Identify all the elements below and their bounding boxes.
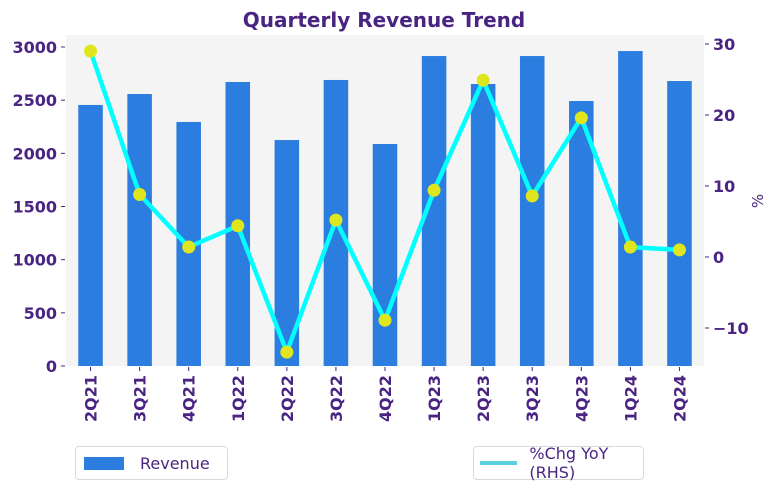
chart-title: Quarterly Revenue Trend	[243, 8, 525, 32]
legend-label-yoy: %Chg YoY (RHS)	[529, 444, 609, 482]
yoy-point-2Q24	[672, 243, 686, 257]
legend-bar-swatch	[84, 456, 124, 470]
legend-line-swatch	[480, 461, 518, 465]
x-tick-label: 1Q22	[229, 375, 248, 422]
x-tick-label: 1Q24	[621, 375, 640, 422]
yoy-point-3Q23	[525, 189, 539, 203]
yoy-point-3Q22	[329, 213, 343, 227]
left-tick-label: 2500	[12, 91, 57, 110]
legend-label-revenue: Revenue	[140, 453, 210, 473]
left-y-axis: 0 500 1000 1500 2000 2500 3000	[12, 38, 65, 376]
left-tick-label: 1000	[12, 251, 57, 270]
yoy-point-1Q23	[427, 183, 441, 197]
left-tick-label: 0	[46, 357, 57, 376]
bar-2Q23	[470, 84, 496, 366]
yoy-point-4Q22	[378, 313, 392, 327]
x-tick-label: 3Q22	[327, 375, 346, 422]
right-axis-label: %	[749, 194, 767, 208]
bar-1Q24	[618, 51, 643, 366]
bar-2Q21	[78, 104, 103, 367]
right-tick-label: 20	[713, 106, 735, 125]
right-y-axis: −10 0 10 20 30	[705, 35, 749, 338]
left-tick-label: 3000	[12, 38, 57, 57]
yoy-point-2Q22	[280, 345, 294, 359]
legend-yoy: %Chg YoY (RHS)	[473, 444, 644, 482]
x-tick-label: 4Q22	[376, 375, 395, 422]
left-tick-label: 1500	[12, 198, 57, 217]
x-axis: 2Q21 3Q21 4Q21 1Q22 2Q22 3Q22 4Q22 1Q23 2Q23 3Q23…	[82, 367, 689, 422]
yoy-point-1Q24	[623, 240, 637, 254]
right-tick-label: 0	[713, 248, 724, 267]
left-tick-label: 500	[24, 304, 57, 323]
line-series-yoy	[84, 44, 686, 359]
x-tick-label: 1Q23	[425, 375, 444, 422]
x-tick-label: 2Q21	[82, 375, 101, 422]
yoy-point-2Q23	[476, 73, 490, 87]
x-tick-label: 3Q23	[523, 375, 542, 422]
x-tick-label: 3Q21	[131, 375, 150, 422]
x-tick-label: 4Q23	[572, 375, 591, 422]
bar-3Q21	[127, 93, 152, 367]
x-tick-label: 2Q22	[278, 375, 297, 422]
yoy-point-2Q21	[84, 44, 98, 58]
right-tick-label: 30	[713, 35, 735, 54]
yoy-point-3Q21	[133, 188, 147, 202]
x-tick-label: 2Q23	[474, 375, 493, 422]
legend-revenue: Revenue	[75, 446, 228, 480]
bar-2Q24	[667, 81, 692, 366]
yoy-point-4Q21	[182, 240, 196, 254]
right-tick-label: −10	[713, 319, 749, 338]
right-tick-label: 10	[713, 177, 735, 196]
bar-4Q22	[372, 143, 398, 366]
left-tick-label: 2000	[12, 144, 57, 163]
bar-3Q23	[519, 56, 545, 367]
yoy-point-1Q22	[231, 219, 245, 233]
x-tick-label: 2Q24	[670, 375, 689, 422]
x-tick-label: 4Q21	[180, 375, 199, 422]
yoy-point-4Q23	[574, 111, 588, 125]
